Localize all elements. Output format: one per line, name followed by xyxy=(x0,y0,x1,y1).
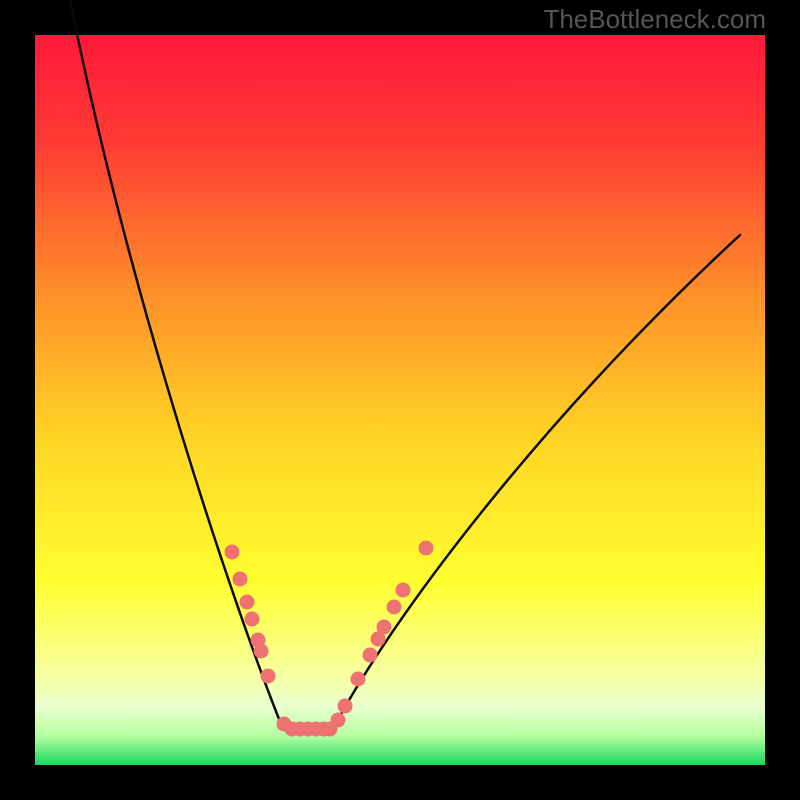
curve-marker xyxy=(233,572,248,587)
curve-marker xyxy=(331,713,346,728)
watermark-text: TheBottleneck.com xyxy=(543,4,766,35)
plot-area xyxy=(35,35,765,765)
curve-marker xyxy=(245,612,260,627)
chart-canvas: TheBottleneck.com xyxy=(0,0,800,800)
curve-marker xyxy=(338,699,353,714)
curve-marker xyxy=(387,600,402,615)
curve-marker xyxy=(351,672,366,687)
curve-marker xyxy=(419,541,434,556)
curve-marker xyxy=(377,620,392,635)
curve-marker xyxy=(396,583,411,598)
curve-marker xyxy=(261,669,276,684)
curve-marker xyxy=(240,595,255,610)
curve-marker xyxy=(254,644,269,659)
chart-svg xyxy=(35,35,765,765)
curve-marker xyxy=(363,648,378,663)
curve-marker xyxy=(225,545,240,560)
gradient-background xyxy=(35,35,765,765)
